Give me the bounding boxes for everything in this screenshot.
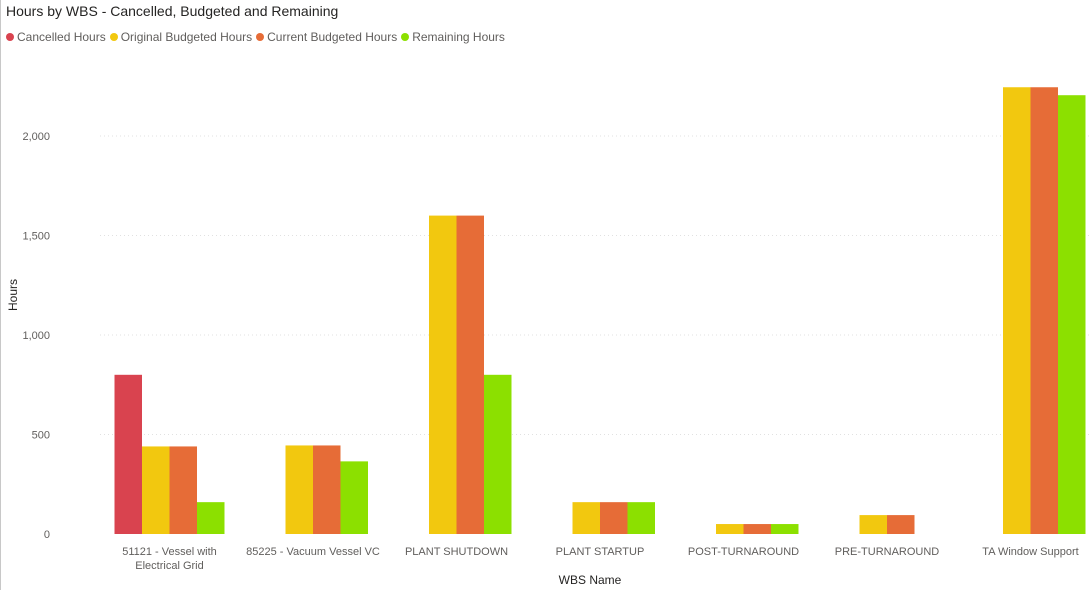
y-axis-title: Hours	[6, 279, 20, 311]
legend-item-2[interactable]: Current Budgeted Hours	[256, 30, 397, 44]
bar-5-2[interactable]	[887, 515, 915, 534]
legend-label-3: Remaining Hours	[412, 30, 505, 44]
x-axis-title: WBS Name	[559, 573, 622, 587]
x-tick-label-3: PLANT STARTUP	[556, 546, 645, 558]
y-tick-label-3: 1,500	[22, 231, 50, 243]
bar-4-2[interactable]	[743, 524, 772, 534]
bar-1-2[interactable]	[313, 445, 341, 534]
legend-marker-0	[6, 33, 14, 41]
y-tick-label-4: 2,000	[22, 131, 50, 143]
bar-2-3[interactable]	[484, 374, 512, 534]
y-tick-label-0: 0	[44, 529, 50, 541]
legend-item-0[interactable]: Cancelled Hours	[6, 30, 106, 44]
x-tick-label-1: 85225 - Vacuum Vessel VC	[246, 546, 380, 558]
bar-3-3[interactable]	[627, 502, 656, 534]
bar-3-2[interactable]	[600, 502, 628, 534]
bar-0-0[interactable]	[114, 374, 143, 534]
legend-label-1: Original Budgeted Hours	[120, 30, 253, 44]
legend-marker-2	[256, 33, 265, 41]
x-tick-label-0: 51121 - Vessel with Electrical Grid	[122, 546, 217, 572]
legend-item-1[interactable]: Original Budgeted Hours	[109, 30, 253, 44]
y-tick-label-2: 1,000	[22, 330, 50, 342]
bar-2-2[interactable]	[456, 215, 485, 534]
bar-1-1[interactable]	[285, 445, 314, 534]
x-tick-label-5: PRE-TURNAROUND	[835, 546, 940, 558]
bar-0-2[interactable]	[169, 446, 198, 534]
bar-0-1[interactable]	[142, 446, 170, 534]
x-tick-label-6: TA Window Support	[982, 546, 1078, 558]
bar-2-1[interactable]	[429, 215, 457, 534]
legend-marker-3	[401, 33, 410, 41]
bar-0-3[interactable]	[197, 502, 225, 534]
left-border	[0, 0, 1, 590]
legend-item-3[interactable]: Remaining Hours	[401, 30, 505, 44]
legend-marker-1	[109, 33, 118, 41]
legend-label-0: Cancelled Hours	[17, 30, 106, 44]
bar-6-3[interactable]	[1058, 95, 1086, 534]
chart-title: Hours by WBS - Cancelled, Budgeted and R…	[6, 3, 339, 19]
bar-4-1[interactable]	[716, 524, 744, 534]
bar-3-1[interactable]	[572, 502, 601, 534]
bar-6-2[interactable]	[1030, 87, 1059, 535]
legend-label-2: Current Budgeted Hours	[267, 30, 398, 44]
bar-6-1[interactable]	[1003, 87, 1031, 535]
chart-legend: Cancelled Hours Original Budgeted Hours Cu…	[6, 30, 509, 44]
x-tick-label-4: POST-TURNAROUND	[688, 546, 799, 558]
bar-5-1[interactable]	[859, 515, 888, 534]
x-tick-label-2: PLANT SHUTDOWN	[405, 546, 508, 558]
bar-1-3[interactable]	[340, 461, 369, 534]
bar-4-3[interactable]	[771, 524, 799, 534]
y-tick-label-1: 500	[32, 430, 50, 442]
